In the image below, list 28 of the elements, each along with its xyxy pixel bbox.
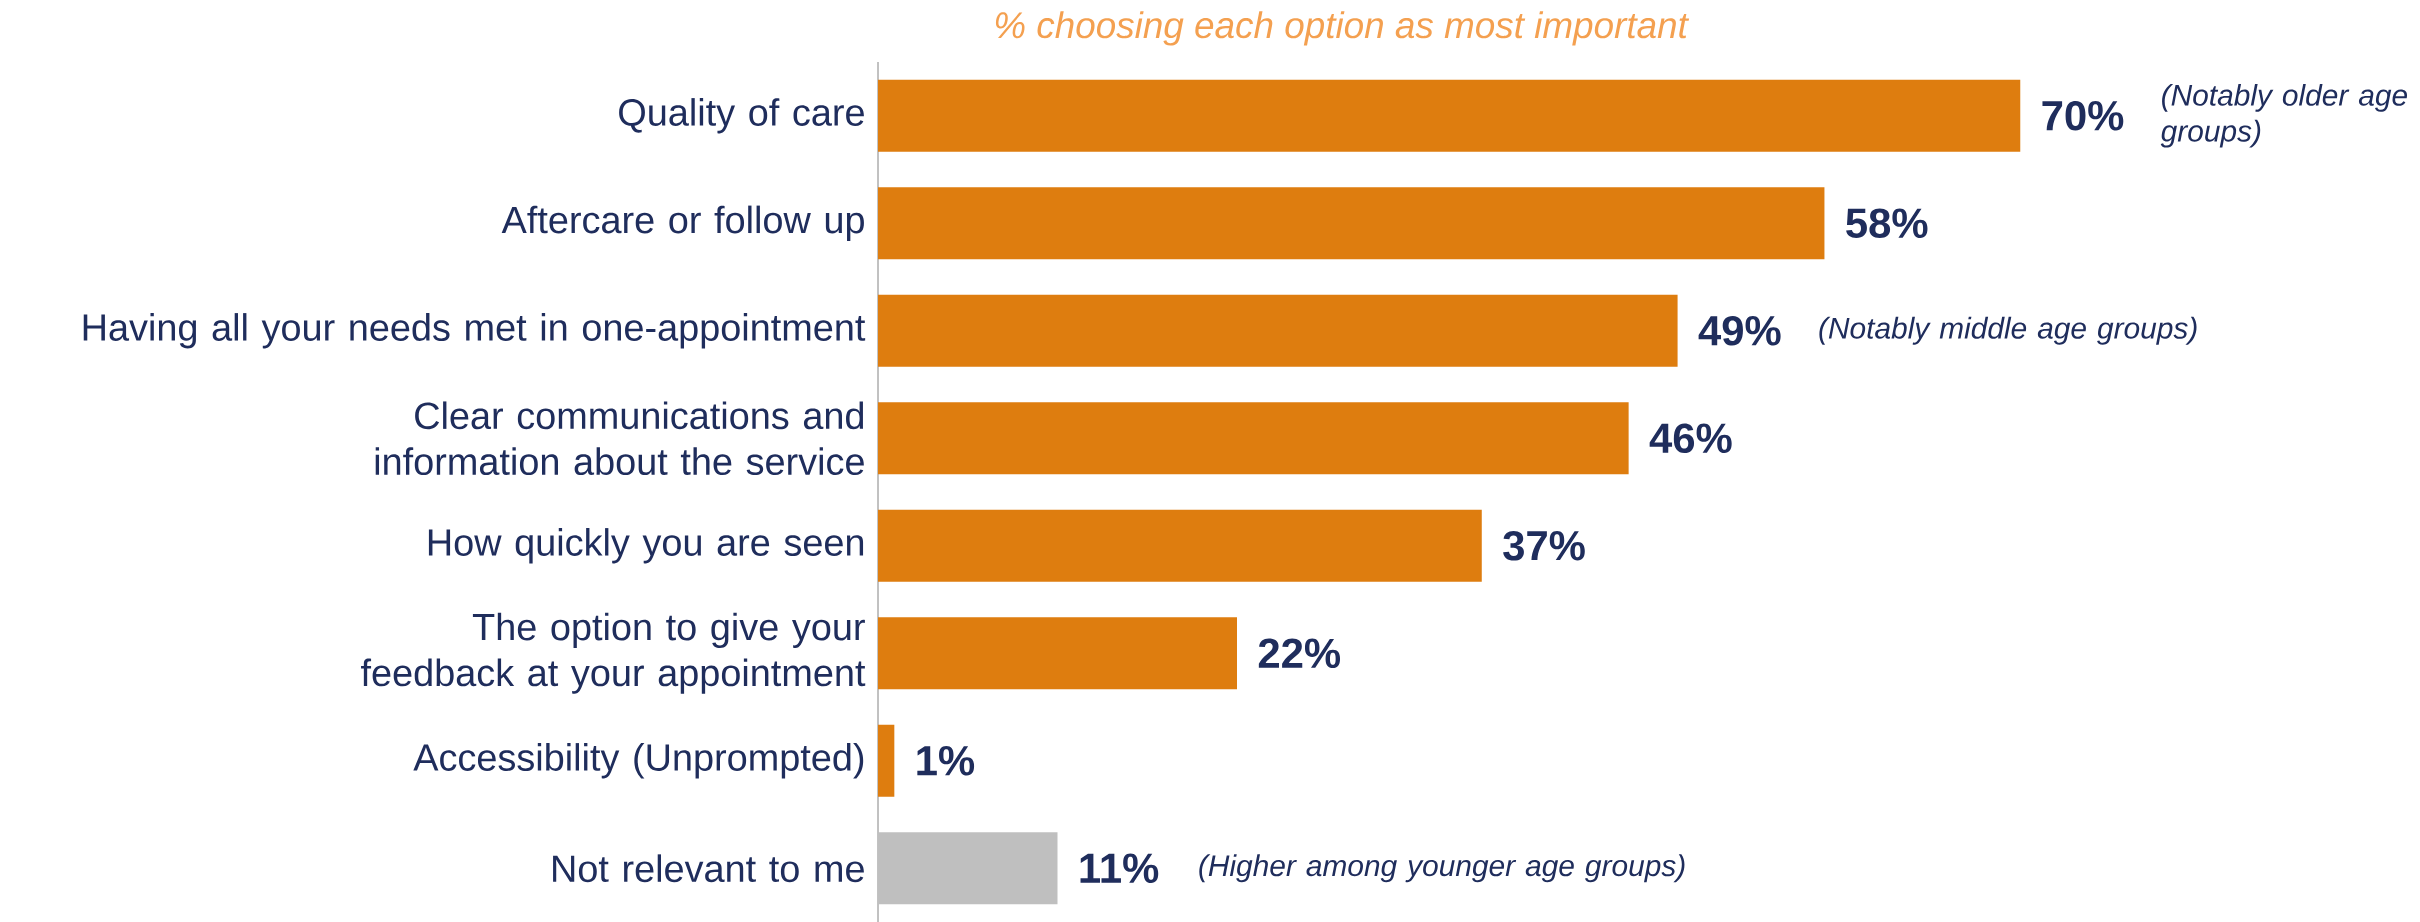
bar	[878, 187, 1825, 260]
bar	[878, 617, 1237, 690]
data-label: 11%	[1080, 853, 1159, 883]
y-tick-label: Aftercare or follow up	[501, 205, 864, 241]
data-label: 49%	[1698, 315, 1781, 346]
data-label: 70%	[2042, 100, 2124, 131]
y-tick-label: How quickly you are seen	[428, 528, 864, 564]
y-tick-label: Clear communications and information about the service	[375, 401, 864, 476]
data-label: 1%	[917, 746, 975, 776]
bar	[878, 294, 1678, 367]
y-tick-label: The option to give your feedback at your appointment	[361, 612, 866, 694]
y-tick-label: Not relevant to me	[553, 854, 864, 883]
annotation: (Notably middle age groups)	[1819, 316, 2197, 345]
bar	[878, 402, 1629, 475]
text: (Notably older age groups)	[2160, 83, 2408, 148]
annotation: (Higher among younger age groups)	[1199, 854, 1685, 883]
bar	[878, 509, 1482, 582]
data-label: 22%	[1258, 638, 1341, 669]
y-tick-label: Having all your needs met in one-appointment	[83, 313, 866, 349]
data-label: 58%	[1846, 208, 1928, 239]
bar	[878, 832, 1058, 905]
bar	[878, 79, 2021, 152]
y-tick-label: Accessibility (Unprompted)	[413, 743, 864, 779]
bar	[878, 724, 895, 797]
data-label: 46%	[1649, 423, 1732, 454]
chart-title: % choosing each option as most important	[995, 11, 1690, 46]
y-tick-label: Quality of care	[619, 98, 864, 134]
data-label: 37%	[1503, 530, 1585, 561]
